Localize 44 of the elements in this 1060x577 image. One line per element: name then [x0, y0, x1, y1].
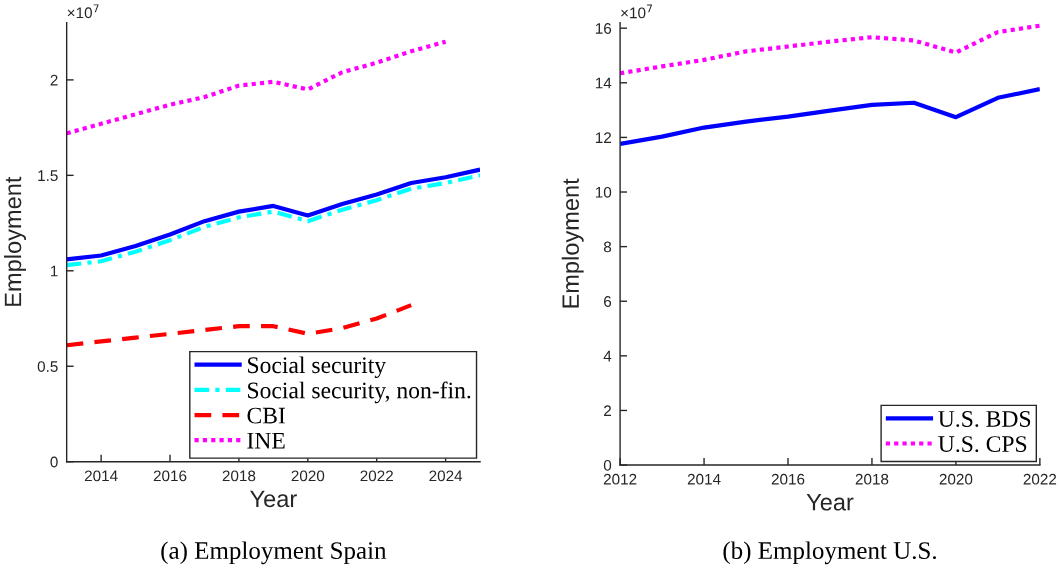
line-series [66, 39, 448, 136]
y-tick-label: 1 [51, 265, 58, 277]
x-tick-label: 2020 [291, 470, 325, 482]
x-tick-label: 2012 [603, 473, 637, 485]
x-tick-label: 2022 [360, 470, 393, 482]
y-tick-label: 8 [603, 241, 612, 253]
x-tick-label: 2014 [687, 473, 721, 485]
text: (a) Employment Spain [161, 541, 387, 565]
y-tick-label: 0.5 [37, 361, 58, 372]
legend-label: CBI [247, 407, 285, 424]
legend-label: U.S. BDS [938, 411, 1031, 428]
y-tick-label: 16 [595, 23, 612, 34]
line-series [66, 303, 414, 348]
legend-label: U.S. CPS [938, 436, 1027, 453]
x-tick-label: 2020 [939, 473, 973, 485]
text: ×10$^{7}$ [621, 4, 653, 19]
x-tick-label: 2016 [771, 473, 805, 485]
x-tick-label: 2024 [429, 470, 463, 482]
y-tick-label: 2 [604, 405, 611, 416]
x-tick-label: 2022 [1023, 473, 1057, 485]
y-tick-label: 6 [604, 296, 612, 307]
y-tick-label: 12 [595, 132, 611, 143]
y-tick-label: 0 [50, 456, 58, 468]
x-axis-title: Year [250, 490, 297, 508]
x-axis-title: Year [806, 494, 854, 511]
y-axis-title: Employment [3, 176, 26, 306]
legend-label: Social security, non-fin. [248, 381, 471, 404]
y-tick-label: 10 [595, 186, 612, 198]
line-series [620, 23, 1040, 76]
x-tick-label: 2014 [84, 470, 118, 482]
line-series [620, 86, 1040, 147]
x-tick-label: 2018 [222, 470, 256, 482]
legend-label: Social security [248, 356, 387, 378]
y-tick-label: 0 [603, 459, 612, 471]
x-tick-label: 2018 [855, 473, 889, 485]
y-tick-label: 1.5 [38, 170, 58, 182]
text: (b) Employment U.S. [723, 541, 936, 565]
text: ×10$^{7}$ [67, 4, 99, 19]
y-tick-label: 2 [50, 74, 58, 86]
y-tick-label: 14 [595, 77, 612, 89]
legend-label: INE [247, 432, 285, 449]
x-tick-label: 2016 [153, 470, 187, 482]
y-axis-title: Employment [561, 178, 584, 308]
y-tick-label: 4 [603, 350, 612, 362]
